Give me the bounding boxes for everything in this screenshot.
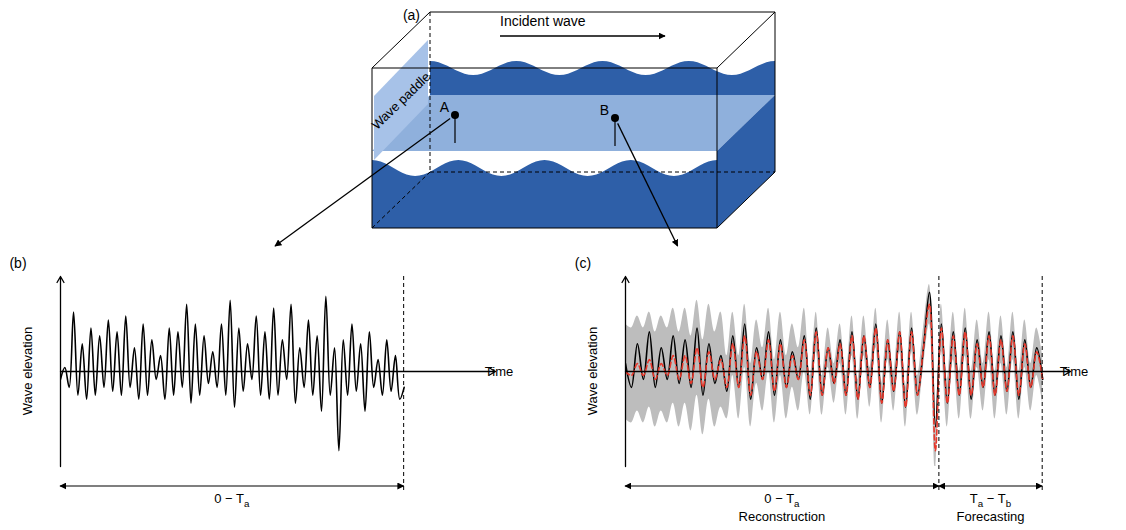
svg-text:Wave elevation: Wave elevation [585, 327, 600, 415]
svg-text:Wave paddle: Wave paddle [369, 69, 434, 132]
svg-text:Time: Time [485, 364, 513, 379]
svg-text:Incident wave: Incident wave [500, 13, 586, 29]
svg-text:B: B [600, 102, 609, 118]
svg-text:0 − Ta: 0 − Ta [764, 491, 800, 509]
svg-text:Time: Time [1060, 364, 1088, 379]
svg-text:A: A [440, 99, 450, 115]
svg-text:Reconstruction: Reconstruction [739, 509, 826, 524]
svg-text:Forecasting: Forecasting [957, 509, 1025, 524]
svg-text:(c): (c) [575, 255, 591, 271]
svg-text:(b): (b) [10, 255, 27, 271]
svg-text:(a): (a) [403, 7, 420, 23]
svg-text:Ta − Tb: Ta − Tb [970, 491, 1012, 509]
svg-text:Wave elevation: Wave elevation [20, 327, 35, 415]
svg-text:0 − Ta: 0 − Ta [214, 491, 250, 509]
